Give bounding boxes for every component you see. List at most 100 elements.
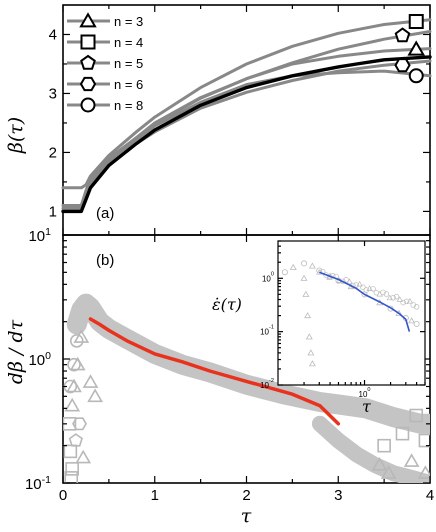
inset-gray-marker [308,262,316,269]
panel-b-label: (b) [96,252,114,269]
end-marker-square [408,14,424,30]
panel-a: 1 2 3 4 n = 3 n = 4 n = 5 n = 6 n = 8 (a) β(τ) [5,4,432,236]
inset-background [278,241,425,385]
series-line-square [61,18,432,190]
inset-gray-marker [383,291,390,297]
end-marker-triangle [407,40,426,56]
open-marker-square [63,444,78,459]
open-marker-circle [69,334,84,348]
inset-plot-area [281,260,420,367]
panel-b-x-tick-label: 2 [242,487,250,504]
inset-y-axis-label: ε̇(τ) [212,295,242,314]
inset-dropoff-marker [308,360,316,367]
inset-dropoff-marker [304,312,312,319]
open-marker-square [409,408,424,423]
panel-b-x-tick-label: 3 [334,487,342,504]
inset-gray-marker [396,296,404,302]
inset-gray-marker [406,298,414,304]
inset-gray-marker [363,287,370,293]
gray-lower-band [311,415,430,483]
end-marker-pentagon [394,27,411,43]
inset-gray-marker [346,278,353,285]
panel-a-legend: n = 3 n = 4 n = 5 n = 6 n = 8 [67,12,143,113]
open-marker-square [395,426,410,441]
panel-a-label: (a) [96,205,114,222]
panel-b-ticks: 0 1 2 3 4 10-1 100 101 [25,226,434,504]
legend-marker-triangle [79,12,97,28]
inset-gray-marker [343,277,349,283]
inset-gray-marker [301,260,308,267]
open-marker-circle [67,357,81,372]
panel-b-y-tick-label: 100 [28,350,51,369]
inset-gray-marker [356,280,363,287]
inset-ticks: 10-2 10-1 100 100 [260,240,426,399]
inset-gray-marker [289,263,297,270]
inset-gray-marker [393,293,400,300]
inset-y-tick-label: 10-1 [260,325,274,337]
inset-gray-marker [281,269,288,276]
inset-gray-marker [360,284,366,290]
inset-x-axis-label: τ [362,397,372,416]
inset-gray-marker [390,295,396,301]
open-marker-triangle [75,449,92,464]
open-marker-square [418,433,430,448]
inset-gray-marker [403,298,410,305]
inset-gray-marker [413,320,420,327]
legend-marker-hexagon [79,76,97,92]
panel-a-y-axis-label: β(τ) [5,117,27,154]
inset-blue-line [319,271,411,332]
open-marker-square [64,471,79,483]
inset-gray-marker [386,294,394,301]
open-marker-square [65,462,79,476]
inset-y-tick-label: 100 [262,271,274,283]
panel-a-series [61,14,432,214]
panel-a-y-tick-label: 2 [49,144,57,161]
open-marker-triangle [82,374,99,388]
open-marker-triangle [371,457,388,471]
inset-dropoff-marker [307,349,315,356]
end-marker-hexagon [394,58,411,73]
series-line-mean [61,55,432,214]
inset-gray-marker [340,278,346,285]
inset-x-tick-label: 100 [359,387,371,399]
panel-b-y-axis-label: dβ / dτ [5,319,27,384]
inset-gray-marker [316,267,323,274]
open-marker-triangle [403,453,420,467]
gray-data-band [66,293,430,434]
inset-gray-marker [413,304,420,310]
inset-gray-marker [410,302,417,308]
red-fit-line [88,317,341,426]
legend-label-square: n = 4 [114,35,143,50]
open-marker-hexagon [72,417,87,431]
open-marker-pentagon [68,433,83,447]
panel-b-x-tick-label: 1 [151,487,159,504]
panel-b-plot-area [63,293,430,483]
panel-b-x-tick-label: 4 [426,487,434,504]
panel-b-y-tick-label: 10-1 [25,474,51,493]
inset-gray-marker [370,286,376,292]
legend-label-pentagon: n = 5 [114,56,143,71]
legend-label-circle: n = 8 [114,98,143,113]
legend-marker-circle [80,97,96,113]
inset-dropoff-marker [305,333,313,340]
inset-gray-marker [408,317,416,324]
legend-marker-pentagon [80,54,96,70]
inset-dropoff-marker [302,290,310,297]
inset-y-tick-label: 10-2 [260,378,274,390]
open-marker-triangle [73,329,90,343]
inset-gray-marker [400,299,406,306]
legend-label-hexagon: n = 6 [114,77,143,92]
panel-b-x-axis-label: τ [241,505,252,527]
panel-a-y-ticks: 1 2 3 4 [49,5,431,235]
open-marker-triangle [64,397,81,412]
inset-dropoff-marker [300,274,308,281]
series-line-circle [61,69,432,207]
open-marker-triangle [417,465,430,479]
legend-label-triangle: n = 3 [114,14,143,29]
inset-gray-marker [353,282,359,288]
panel-a-y-tick-label: 3 [49,85,57,102]
panel-b-x-tick-label: 0 [59,487,67,504]
panel-a-y-tick-label: 4 [49,26,57,43]
